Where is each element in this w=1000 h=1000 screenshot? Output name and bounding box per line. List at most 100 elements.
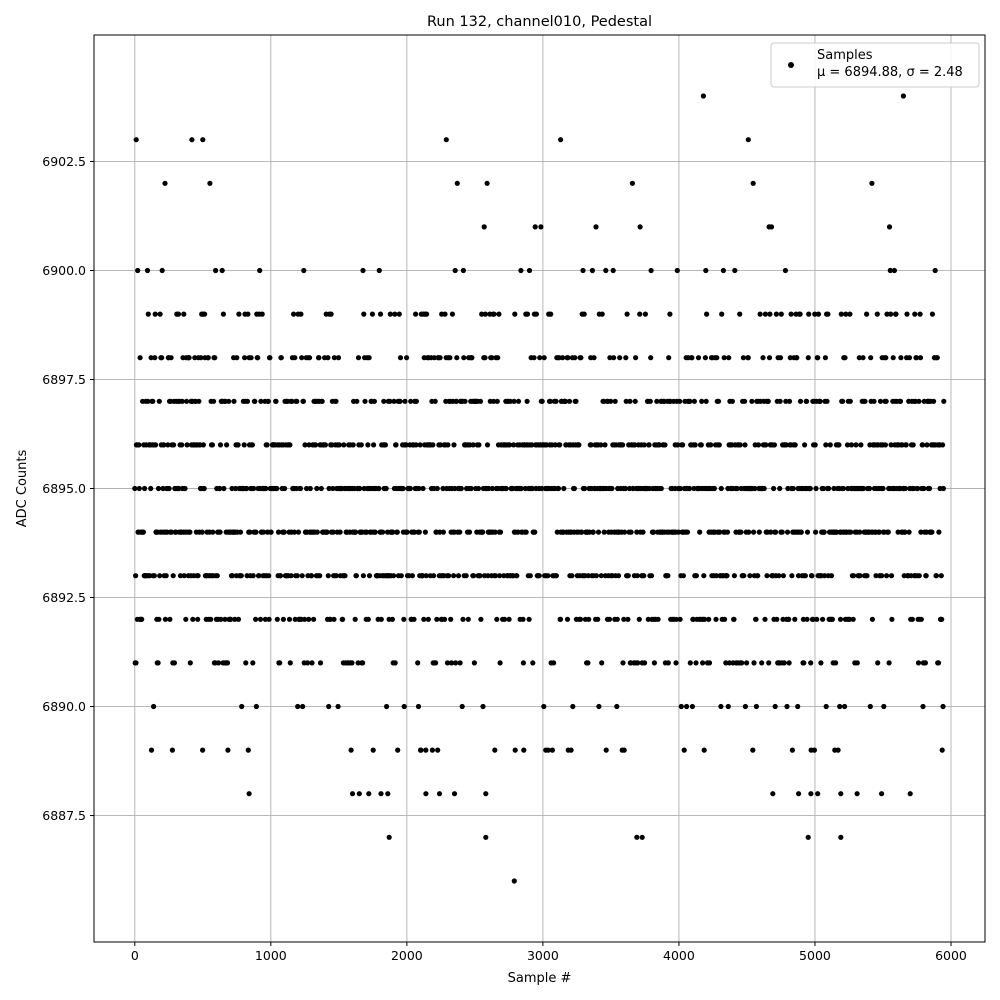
data-point bbox=[241, 442, 247, 448]
data-point bbox=[361, 311, 367, 317]
data-point bbox=[239, 703, 245, 710]
data-point bbox=[835, 747, 841, 753]
data-point bbox=[636, 616, 642, 622]
data-point bbox=[614, 703, 620, 710]
data-point bbox=[847, 311, 853, 317]
data-point bbox=[907, 791, 913, 797]
data-point bbox=[372, 529, 378, 535]
data-point bbox=[314, 485, 320, 492]
data-point bbox=[451, 791, 458, 797]
data-point bbox=[245, 747, 251, 753]
data-point bbox=[420, 485, 426, 492]
data-point bbox=[507, 398, 513, 404]
data-point bbox=[163, 573, 169, 579]
data-point bbox=[431, 355, 437, 361]
data-point bbox=[681, 747, 687, 753]
data-point bbox=[150, 398, 156, 404]
data-point bbox=[792, 442, 798, 448]
data-point bbox=[833, 660, 839, 666]
data-point bbox=[923, 573, 929, 579]
data-point bbox=[884, 311, 890, 317]
data-point bbox=[781, 660, 787, 666]
y-axis-label: ADC Counts bbox=[15, 450, 30, 528]
data-point bbox=[169, 747, 175, 753]
data-point bbox=[443, 137, 449, 143]
data-point bbox=[648, 573, 655, 579]
data-point bbox=[318, 485, 324, 492]
data-point bbox=[744, 660, 750, 666]
data-point bbox=[497, 529, 504, 535]
data-point bbox=[844, 442, 851, 448]
data-point bbox=[732, 267, 738, 274]
data-point bbox=[886, 224, 893, 230]
data-point bbox=[695, 355, 702, 361]
data-point bbox=[929, 311, 936, 317]
data-point bbox=[939, 747, 945, 753]
data-point bbox=[253, 529, 259, 535]
data-point bbox=[322, 442, 328, 448]
data-point bbox=[520, 616, 526, 622]
data-point bbox=[503, 485, 509, 492]
data-point bbox=[633, 355, 639, 361]
data-point bbox=[299, 573, 305, 579]
data-point bbox=[460, 267, 466, 274]
data-point bbox=[330, 529, 336, 535]
data-point bbox=[409, 573, 415, 579]
data-point bbox=[640, 529, 646, 535]
data-point bbox=[423, 747, 429, 753]
data-point bbox=[275, 529, 282, 535]
data-point bbox=[364, 529, 370, 535]
data-point bbox=[723, 660, 729, 666]
data-point bbox=[591, 355, 597, 361]
data-point bbox=[202, 311, 208, 317]
data-point bbox=[219, 267, 225, 274]
data-point bbox=[365, 616, 371, 622]
data-point bbox=[920, 703, 926, 710]
data-point bbox=[433, 660, 439, 666]
data-point bbox=[634, 573, 640, 579]
data-point bbox=[847, 398, 853, 404]
data-point bbox=[292, 616, 298, 622]
data-point bbox=[780, 573, 787, 579]
data-point bbox=[327, 616, 333, 622]
data-point bbox=[234, 355, 240, 361]
data-point bbox=[358, 442, 364, 448]
data-point bbox=[148, 747, 155, 753]
data-point bbox=[205, 355, 211, 361]
data-point bbox=[484, 442, 491, 448]
data-point bbox=[360, 660, 366, 666]
data-point bbox=[217, 529, 223, 535]
data-point bbox=[189, 137, 195, 143]
data-point bbox=[794, 355, 800, 361]
data-point bbox=[729, 398, 736, 404]
data-point bbox=[761, 485, 767, 492]
data-point bbox=[702, 355, 709, 361]
data-point bbox=[160, 485, 166, 492]
data-point bbox=[742, 703, 749, 710]
data-point bbox=[785, 485, 791, 492]
data-point bbox=[378, 616, 384, 622]
data-point bbox=[136, 442, 142, 448]
data-point bbox=[416, 529, 422, 535]
data-point bbox=[264, 442, 270, 448]
data-point bbox=[331, 616, 337, 622]
data-point bbox=[401, 616, 407, 622]
data-point bbox=[455, 573, 462, 579]
data-point bbox=[306, 442, 312, 448]
data-point bbox=[702, 616, 708, 622]
data-point bbox=[155, 660, 161, 666]
data-point bbox=[156, 398, 162, 404]
data-point bbox=[658, 485, 664, 492]
data-point bbox=[621, 616, 627, 622]
data-point bbox=[641, 573, 647, 579]
data-point bbox=[429, 747, 435, 753]
data-point bbox=[838, 311, 844, 317]
data-point bbox=[620, 660, 626, 666]
data-point bbox=[415, 703, 422, 710]
data-point bbox=[603, 747, 609, 753]
data-point bbox=[742, 442, 748, 448]
data-point bbox=[145, 311, 151, 317]
data-point bbox=[545, 747, 551, 753]
data-point bbox=[903, 442, 909, 448]
data-point bbox=[724, 573, 730, 579]
